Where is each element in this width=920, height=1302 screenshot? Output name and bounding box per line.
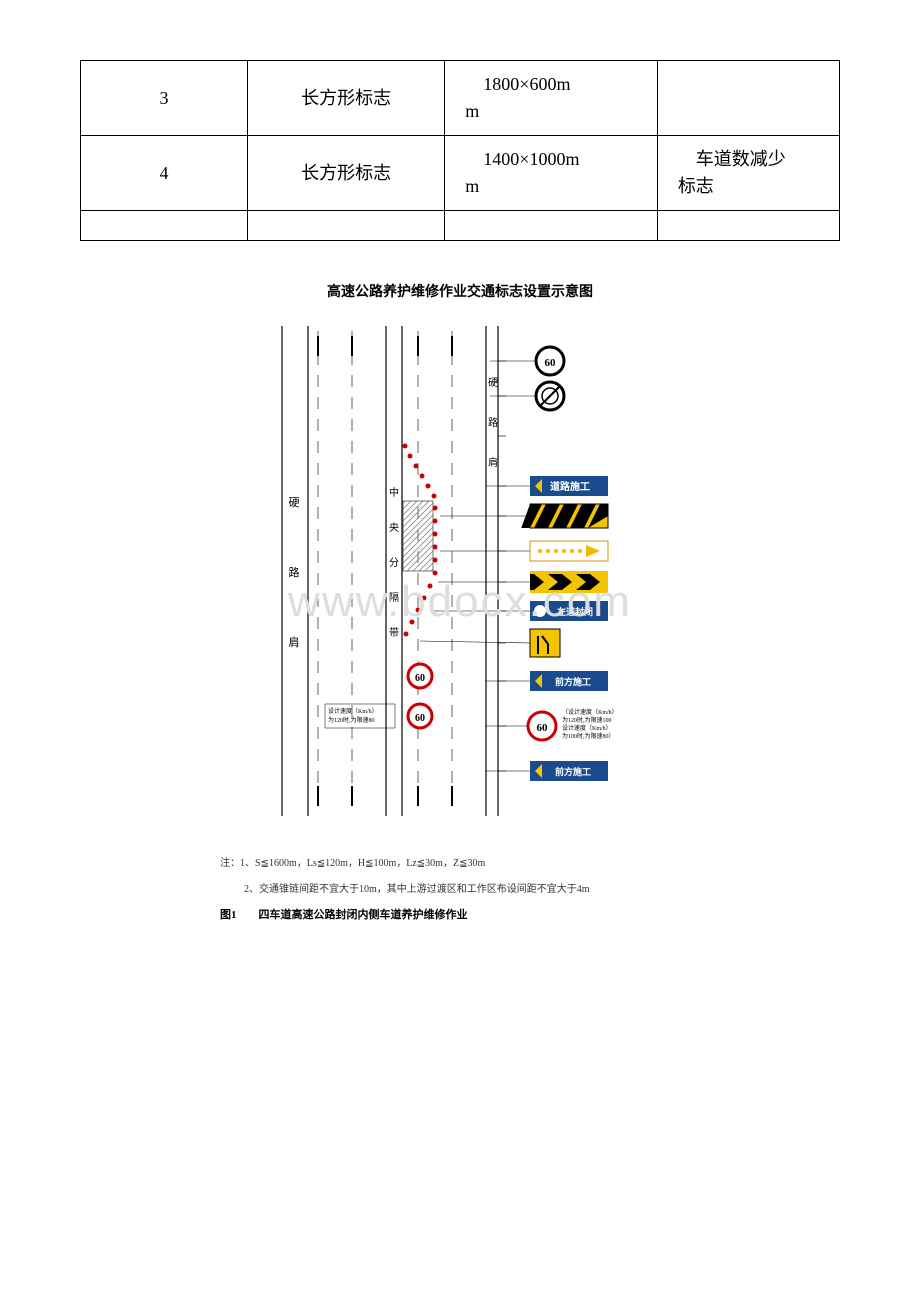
cell-dim: 1400×1000mm	[445, 136, 658, 211]
svg-text:分: 分	[389, 557, 399, 569]
specs-table: 3 长方形标志 1800×600mm 4 长方形标志 1400×1000mm 车…	[80, 60, 840, 241]
svg-text:60: 60	[415, 713, 425, 724]
svg-text:为120时,为限速80: 为120时,为限速80	[328, 716, 375, 724]
svg-text:60: 60	[537, 722, 549, 734]
cell-num: 4	[81, 136, 248, 211]
svg-text:道路施工: 道路施工	[550, 480, 590, 493]
svg-text:硬: 硬	[488, 377, 498, 389]
diagram-title: 高速公路养护维修作业交通标志设置示意图	[220, 281, 700, 301]
table-row: 3 长方形标志 1800×600mm	[81, 61, 840, 136]
svg-text:肩: 肩	[488, 456, 498, 469]
cell-shape: 长方形标志	[247, 136, 444, 211]
svg-text:带: 带	[389, 627, 399, 639]
svg-text:左道封闭: 左道封闭	[556, 606, 593, 617]
cell-shape: 长方形标志	[247, 61, 444, 136]
svg-text:隔: 隔	[389, 592, 399, 604]
svg-text:设计速度（Km/h）: 设计速度（Km/h）	[562, 724, 612, 732]
svg-text:60: 60	[545, 357, 557, 369]
svg-text:（设计速度（Km/h）: （设计速度（Km/h）	[562, 708, 618, 716]
svg-text:肩: 肩	[289, 635, 300, 649]
footnote-2: 2、交通锥链间距不宜大于10m，其中上游过渡区和工作区布设间距不宜大于4m	[220, 882, 700, 898]
table-row-empty	[81, 211, 840, 241]
svg-text:为100时,为限速80）: 为100时,为限速80）	[562, 732, 615, 740]
svg-text:设计速度（Km/h）: 设计速度（Km/h）	[328, 707, 378, 715]
table-row: 4 长方形标志 1400×1000mm 车道数减少标志	[81, 136, 840, 211]
svg-text:前方施工: 前方施工	[555, 676, 591, 687]
cell-note	[657, 61, 839, 136]
svg-text:硬: 硬	[289, 496, 300, 509]
diagram-container: 高速公路养护维修作业交通标志设置示意图 www.bdocx.com 硬 路 肩 …	[220, 281, 700, 922]
svg-text:央: 央	[389, 521, 399, 534]
svg-text:路: 路	[488, 416, 498, 429]
svg-text:为120时,为限速100: 为120时,为限速100	[562, 716, 612, 724]
speed-sign-group: 60 60	[408, 664, 432, 728]
cell-num: 3	[81, 61, 248, 136]
figure-label: 图1 四车道高速公路封闭内侧车道养护维修作业	[220, 906, 700, 922]
cell-note: 车道数减少标志	[657, 136, 839, 211]
footnote-1: 注：1、S≦1600m，Ls≦120m，H≦100m，Lz≦30m，Z≦30m	[220, 856, 700, 872]
svg-text:中: 中	[389, 486, 399, 499]
road-diagram: 硬 路 肩 中 央 分 隔 带 硬 路 肩	[230, 316, 690, 846]
svg-text:60: 60	[415, 673, 425, 684]
svg-text:前方施工: 前方施工	[555, 766, 591, 777]
svg-text:路: 路	[289, 566, 300, 579]
cell-dim: 1800×600mm	[445, 61, 658, 136]
